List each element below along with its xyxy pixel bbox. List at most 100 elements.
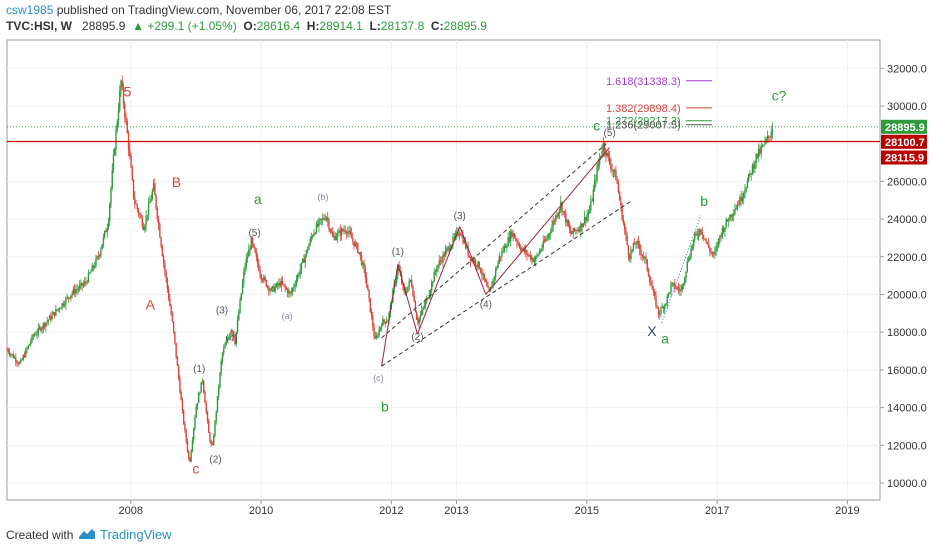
candle-body bbox=[73, 288, 76, 294]
candle-body bbox=[412, 286, 414, 297]
high-label: H: bbox=[306, 19, 320, 33]
candle-body bbox=[532, 258, 534, 262]
candle-body bbox=[581, 223, 583, 228]
x-tick-label: 2017 bbox=[705, 505, 729, 517]
candle-body bbox=[572, 228, 574, 234]
fib-level-label: 1.272(29217.3) bbox=[606, 116, 681, 128]
candle-body bbox=[42, 323, 45, 329]
candle-body bbox=[30, 341, 32, 344]
x-tick-label: 2012 bbox=[379, 505, 403, 517]
publish-info: csw1985 published on TradingView.com, No… bbox=[6, 3, 391, 17]
candle-body bbox=[432, 281, 434, 283]
author-link[interactable]: csw1985 bbox=[6, 3, 54, 17]
y-tick-label: 22000.0 bbox=[887, 252, 927, 264]
candle-body bbox=[294, 284, 296, 287]
price-change: +299.1 (+1.05%) bbox=[147, 19, 237, 33]
candle-body bbox=[493, 276, 496, 280]
y-tick-label: 16000.0 bbox=[887, 365, 927, 377]
candle-body bbox=[250, 237, 253, 250]
candle-body bbox=[739, 196, 741, 205]
candle-body bbox=[239, 300, 241, 313]
candle-body bbox=[719, 235, 721, 239]
candle-body bbox=[586, 215, 588, 221]
price-chart[interactable]: 10000.0 12000.0 14000.0 16000.0 18000.0 20000… bbox=[0, 0, 932, 520]
candle-body bbox=[709, 247, 711, 252]
candle-body bbox=[732, 213, 735, 215]
candle-body bbox=[418, 318, 420, 324]
candle-body bbox=[333, 236, 335, 237]
candle-body bbox=[175, 342, 177, 357]
candle-body bbox=[689, 257, 691, 261]
candle-body bbox=[436, 269, 438, 272]
candle-body bbox=[55, 309, 57, 316]
created-with-text: Created with bbox=[6, 528, 74, 542]
candle-body bbox=[87, 273, 90, 283]
candle-body bbox=[502, 251, 504, 252]
wave-line bbox=[459, 226, 487, 295]
candle-body bbox=[550, 231, 552, 234]
candle-body bbox=[145, 216, 147, 226]
tradingview-brand-link[interactable]: TradingView bbox=[100, 527, 172, 542]
candle-body bbox=[503, 246, 506, 252]
candle-body bbox=[631, 249, 633, 252]
dotted-trend-line bbox=[661, 215, 702, 323]
candle-body bbox=[256, 256, 259, 264]
candle-body bbox=[176, 356, 179, 366]
candle-body bbox=[136, 204, 138, 210]
candle-body bbox=[299, 269, 301, 275]
price-label-box bbox=[881, 134, 927, 149]
candle-body bbox=[516, 239, 518, 243]
candle-body bbox=[199, 392, 201, 394]
candle-body bbox=[119, 91, 121, 111]
candle-body bbox=[147, 203, 150, 216]
candle-body bbox=[519, 247, 522, 251]
candle-body bbox=[208, 420, 210, 434]
candle-body bbox=[290, 291, 293, 293]
candle-body bbox=[104, 231, 106, 237]
candle-body bbox=[245, 258, 247, 267]
wave-label: (2) bbox=[411, 332, 423, 343]
candle-body bbox=[68, 297, 71, 299]
candle-body bbox=[114, 148, 116, 155]
y-tick-label: 32000.0 bbox=[887, 63, 927, 75]
candle-body bbox=[369, 298, 372, 313]
plot-frame bbox=[6, 39, 881, 501]
candle-body bbox=[671, 282, 673, 285]
candle-body bbox=[494, 269, 497, 277]
candle-body bbox=[280, 281, 283, 287]
wave-label: A bbox=[146, 297, 156, 313]
candle-body bbox=[562, 211, 564, 212]
symbol-label: TVC:HSI, W bbox=[6, 19, 72, 33]
candle-body bbox=[538, 251, 541, 255]
candle-body bbox=[504, 246, 507, 248]
candle-body bbox=[716, 245, 719, 247]
candle-body bbox=[654, 291, 656, 296]
candle-body bbox=[144, 225, 146, 230]
candle-body bbox=[610, 163, 612, 169]
wave-label: (b) bbox=[317, 192, 328, 202]
candle-body bbox=[16, 361, 18, 363]
wave-label: a bbox=[661, 331, 669, 347]
candle-body bbox=[428, 294, 430, 299]
candle-body bbox=[286, 289, 289, 294]
candle-body bbox=[725, 219, 727, 228]
candle-body bbox=[590, 201, 592, 211]
candle-body bbox=[563, 211, 566, 214]
candle-body bbox=[91, 265, 93, 272]
candle-body bbox=[667, 292, 670, 296]
candle-body bbox=[194, 417, 196, 429]
candle-body bbox=[662, 307, 665, 310]
candle-body bbox=[48, 315, 51, 320]
candle-body bbox=[582, 223, 585, 228]
wave-label: c bbox=[192, 461, 199, 477]
candle-body bbox=[509, 231, 512, 242]
tradingview-logo-icon bbox=[79, 529, 95, 539]
fib-level-label: 1.236(29007.5) bbox=[606, 120, 681, 132]
candle-body bbox=[518, 243, 521, 248]
x-tick-label: 2008 bbox=[119, 505, 143, 517]
candle-body bbox=[238, 312, 240, 321]
candle-body bbox=[429, 290, 432, 295]
candle-body bbox=[458, 234, 460, 236]
candle-body bbox=[335, 237, 338, 240]
candle-body bbox=[121, 80, 123, 88]
